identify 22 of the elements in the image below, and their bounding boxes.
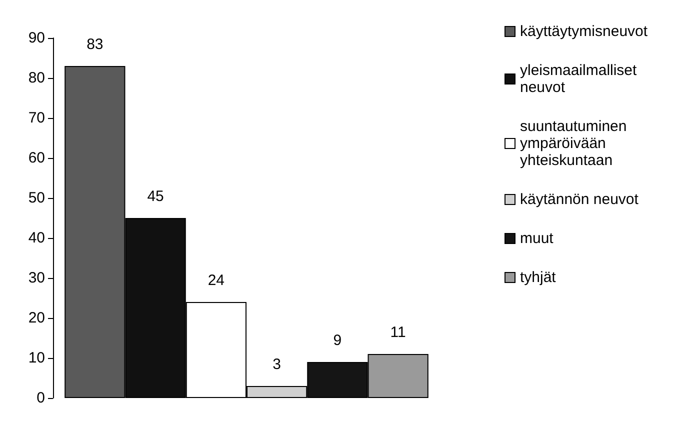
y-tick-label: 80	[28, 70, 45, 86]
legend-label: käyttäytymisneuvot	[520, 23, 648, 40]
legend-label: tyhjät	[520, 269, 557, 286]
y-tick-label: 50	[28, 190, 45, 206]
y-tick-label: 0	[36, 390, 45, 406]
data-label: 24	[208, 272, 225, 289]
data-label: 45	[147, 188, 164, 205]
y-tick-label: 60	[28, 150, 45, 166]
data-label: 3	[272, 356, 281, 373]
data-label: 11	[390, 324, 406, 341]
data-label: 9	[333, 332, 342, 349]
legend-label: muut	[520, 230, 554, 247]
legend-label: yleismaailmalliset neuvot	[520, 62, 641, 96]
y-tick-label: 20	[28, 310, 45, 326]
legend-label: suuntautuminen ympäröivään yhteiskuntaan	[520, 118, 631, 169]
y-tick-label: 90	[28, 30, 45, 46]
data-label: 83	[86, 36, 104, 53]
y-tick-label: 30	[28, 270, 45, 286]
y-tick-label: 70	[28, 110, 45, 126]
y-tick-label: 40	[28, 230, 45, 246]
legend-label: käytännön neuvot	[520, 191, 640, 208]
y-tick-label: 10	[28, 350, 45, 366]
